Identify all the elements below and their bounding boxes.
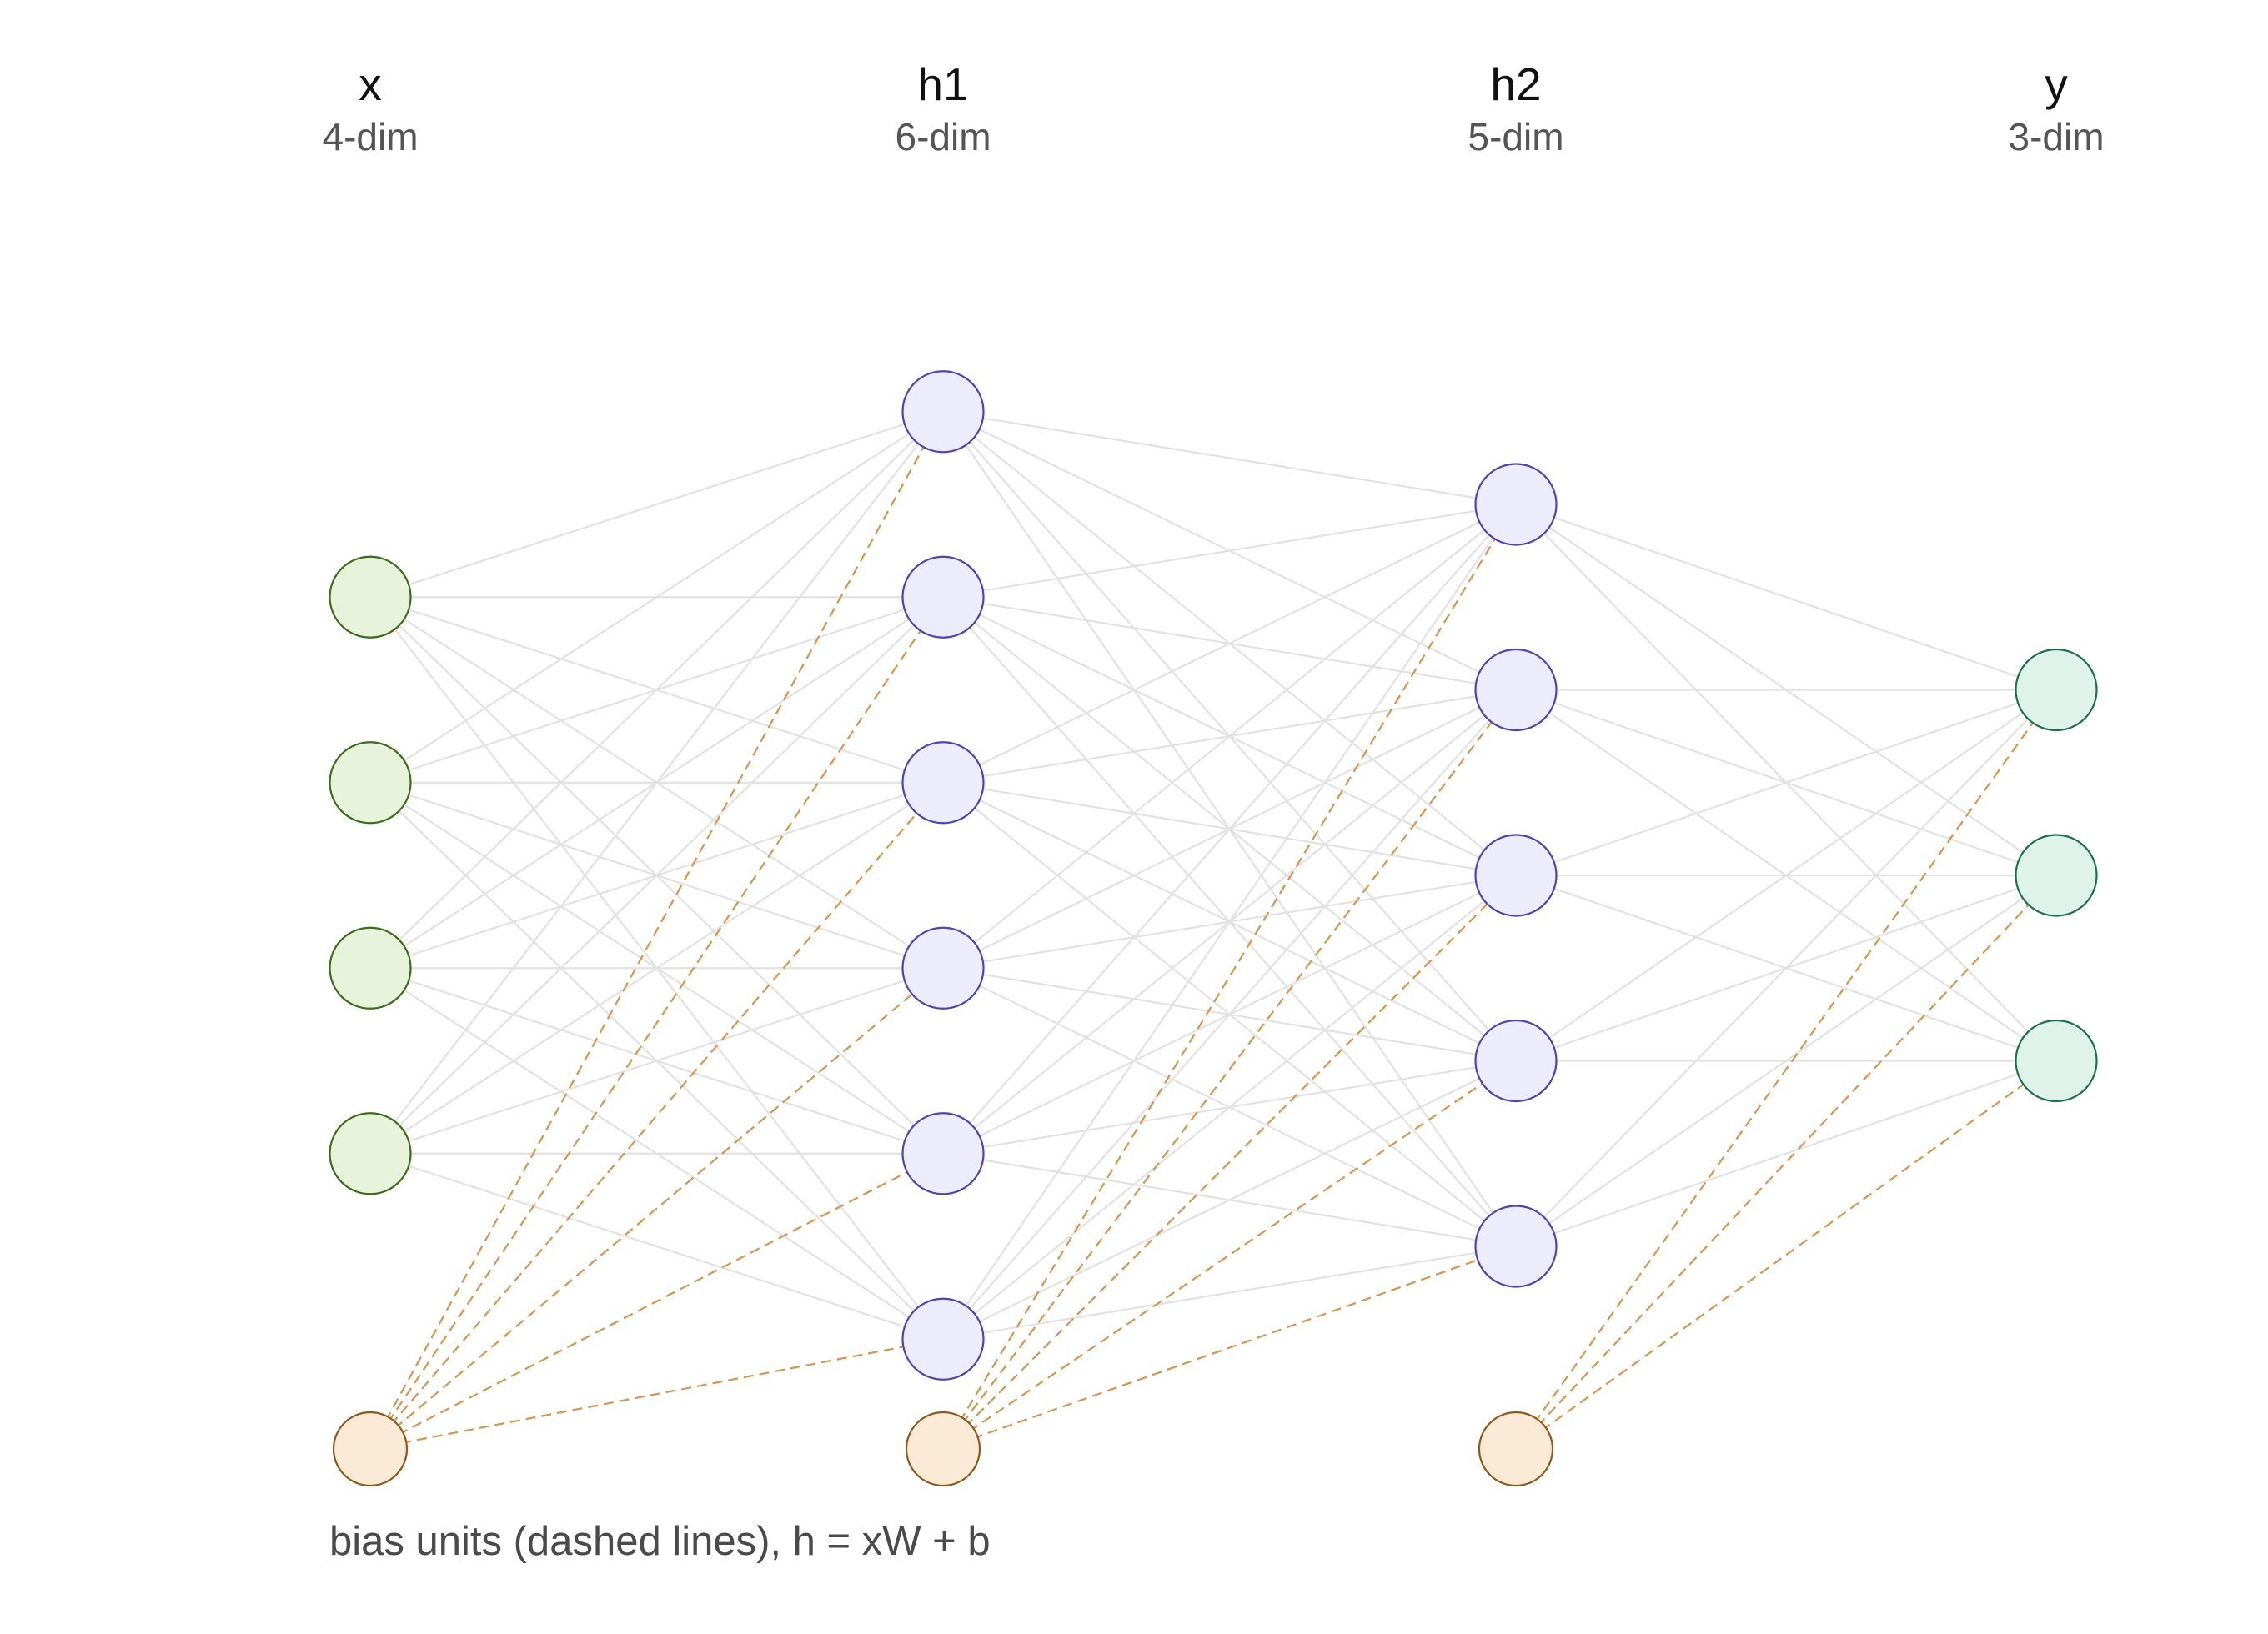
bias-edge-h2-to-y-1: [1515, 689, 2057, 1450]
node-h2-5: [1474, 1205, 1558, 1288]
bias-edge-h1-to-h2-2: [942, 689, 1517, 1450]
caption: bias units (dashed lines), h = xW + b: [329, 1519, 991, 1564]
layer-dim-h1: 6-dim: [895, 115, 991, 158]
bias-edges: [369, 411, 2057, 1451]
edge-h2-5-to-y-1: [1515, 689, 2057, 1247]
edge-h1-6-to-h2-4: [942, 1060, 1517, 1341]
layer-name-h1: h1: [917, 58, 968, 110]
node-h1-6: [901, 1297, 985, 1381]
edge-x-3-to-h1-1: [369, 410, 944, 970]
layer-name-h2: h2: [1490, 58, 1541, 110]
node-y-1: [2015, 648, 2098, 732]
weight-edges: [369, 410, 2057, 1341]
edge-h2-4-to-y-1: [1515, 689, 2057, 1062]
node-h2-4: [1474, 1019, 1558, 1103]
layer-name-x: x: [359, 58, 382, 110]
nodes: [329, 370, 2098, 1487]
bias-edge-x-to-h1-6: [369, 1338, 944, 1451]
edge-h1-1-to-h2-1: [942, 410, 1517, 506]
node-h1-1: [901, 370, 985, 454]
node-h2-2: [1474, 648, 1558, 732]
node-y-2: [2015, 834, 2098, 917]
node-x-3: [329, 926, 412, 1010]
bias-edge-x-to-h1-5: [369, 1152, 944, 1450]
edge-h1-5-to-h2-1: [942, 504, 1517, 1155]
bias-edge-h1-to-h2-4: [942, 1060, 1517, 1450]
edge-h2-3-to-y-1: [1515, 689, 2057, 877]
bias-edge-h1-to-h2-5: [942, 1245, 1517, 1451]
bias-edge-x-to-h1-1: [369, 411, 944, 1450]
bias-edge-h1-to-h2-3: [942, 875, 1517, 1450]
edge-h2-5-to-y-3: [1515, 1060, 2057, 1248]
bias-node-h1: [905, 1411, 981, 1487]
edge-h1-6-to-h2-5: [942, 1245, 1517, 1341]
node-x-4: [329, 1112, 412, 1195]
bias-edge-h1-to-h2-1: [942, 504, 1517, 1450]
edge-x-4-to-h1-4: [369, 967, 944, 1155]
edge-h1-6-to-h2-3: [942, 875, 1517, 1341]
node-h1-2: [901, 555, 985, 639]
layer-labels: x 4-dim h1 6-dim h2 5-dim y 3-dim: [322, 58, 2104, 158]
edge-h2-1-to-y-1: [1515, 503, 2057, 691]
layer-dim-y: 3-dim: [2008, 115, 2104, 158]
edge-h1-4-to-h2-1: [942, 504, 1517, 970]
layer-name-y: y: [2045, 58, 2068, 110]
edge-h1-6-to-h2-2: [942, 689, 1517, 1340]
edge-h1-2-to-h2-1: [942, 503, 1517, 599]
edge-h1-3-to-h2-1: [942, 504, 1517, 784]
layer-dim-h2: 5-dim: [1468, 115, 1563, 158]
bias-node-x: [332, 1411, 409, 1487]
node-x-2: [329, 741, 412, 825]
node-h1-3: [901, 741, 985, 825]
node-h1-5: [901, 1112, 985, 1195]
edge-h2-5-to-y-2: [1515, 875, 2057, 1247]
node-h1-4: [901, 926, 985, 1010]
bias-edge-x-to-h1-4: [369, 967, 944, 1450]
bias-node-h2: [1478, 1411, 1554, 1487]
layer-dim-x: 4-dim: [322, 115, 418, 158]
node-y-3: [2015, 1019, 2098, 1103]
bias-edge-h2-to-y-2: [1515, 875, 2057, 1450]
edge-x-4-to-h1-3: [369, 781, 944, 1155]
bias-edge-x-to-h1-3: [369, 782, 944, 1450]
node-x-1: [329, 555, 412, 639]
edge-x-1-to-h1-1: [369, 410, 944, 599]
bias-edge-h2-to-y-3: [1515, 1060, 2057, 1450]
node-h2-3: [1474, 834, 1558, 917]
edge-x-2-to-h1-1: [369, 410, 944, 784]
node-h2-1: [1474, 463, 1558, 546]
bias-edge-x-to-h1-2: [369, 596, 944, 1450]
edge-x-4-to-h1-2: [369, 596, 944, 1155]
edge-x-4-to-h1-1: [369, 411, 944, 1155]
edge-x-4-to-h1-6: [369, 1152, 944, 1341]
edge-h1-6-to-h2-1: [942, 504, 1517, 1340]
